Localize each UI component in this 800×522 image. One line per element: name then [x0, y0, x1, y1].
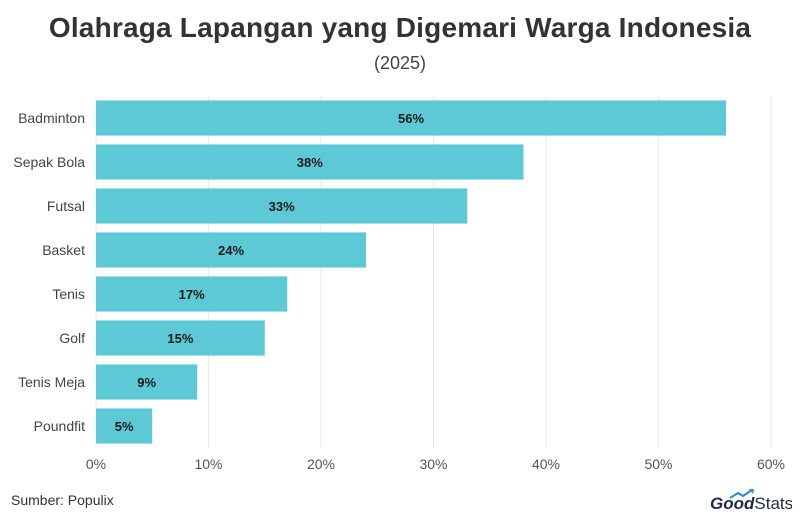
bar: [96, 100, 726, 136]
category-label: Poundfit: [34, 418, 85, 434]
data-label: 24%: [218, 243, 244, 258]
goodstats-logo: GoodStats: [710, 489, 792, 513]
data-label: 9%: [137, 375, 156, 390]
x-tick-label: 50%: [644, 456, 672, 472]
x-tick-label: 20%: [307, 456, 335, 472]
x-tick-label: 0%: [86, 456, 106, 472]
category-label: Tenis: [52, 286, 85, 302]
bar: [96, 320, 265, 356]
bar: [96, 276, 288, 312]
source-note: Sumber: Populix: [11, 492, 114, 508]
x-tick-label: 60%: [757, 456, 785, 472]
logo-good-text: Good: [710, 494, 755, 513]
category-label: Tenis Meja: [18, 374, 85, 390]
chart-title: Olahraga Lapangan yang Digemari Warga In…: [48, 12, 752, 43]
bar: [96, 364, 198, 400]
svg-text:GoodStats: GoodStats: [710, 494, 792, 513]
chart-subtitle: (2025): [373, 53, 427, 73]
category-label: Basket: [42, 242, 85, 258]
data-label: 17%: [179, 287, 205, 302]
logo-stats-text: Stats: [754, 494, 792, 513]
bar: [96, 188, 468, 224]
data-label: 15%: [167, 331, 193, 346]
category-label: Futsal: [47, 198, 85, 214]
data-label: 5%: [115, 419, 134, 434]
logo-trend-icon: [729, 489, 753, 499]
category-label: Badminton: [18, 110, 85, 126]
category-label: Golf: [59, 330, 85, 346]
category-label: Sepak Bola: [13, 154, 85, 170]
bar: [96, 144, 524, 180]
x-tick-label: 10%: [194, 456, 222, 472]
bar: [96, 232, 366, 268]
x-tick-label: 30%: [419, 456, 447, 472]
bar: [96, 408, 153, 444]
x-tick-label: 40%: [532, 456, 560, 472]
data-label: 38%: [297, 155, 323, 170]
data-label: 33%: [269, 199, 295, 214]
data-label: 56%: [398, 111, 424, 126]
